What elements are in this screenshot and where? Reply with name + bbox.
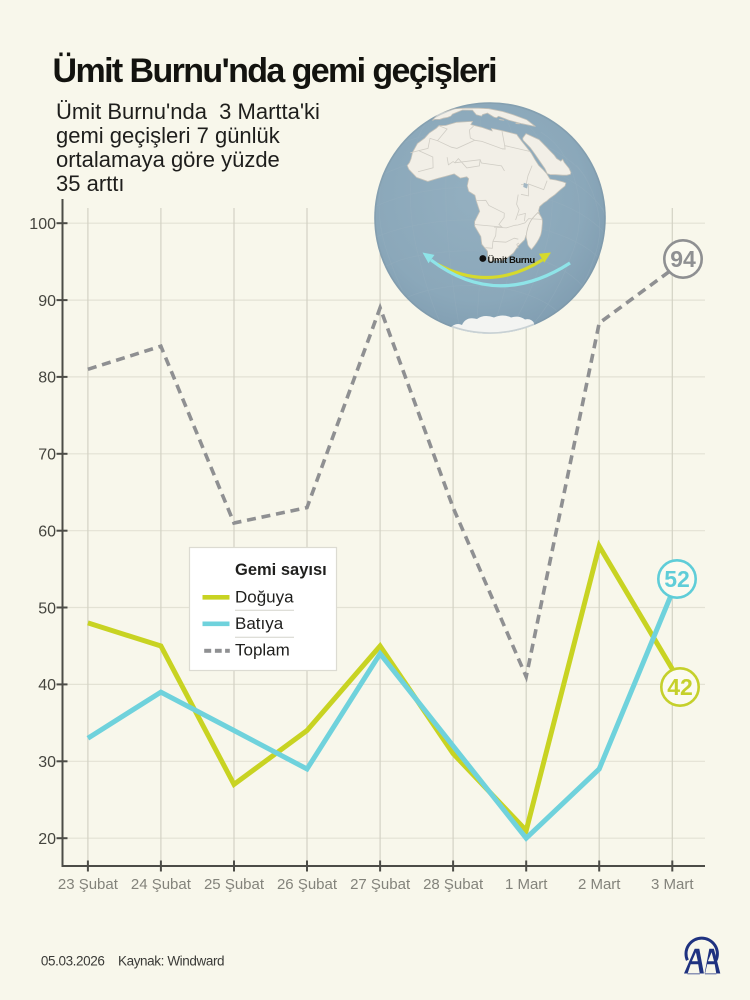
svg-text:27 Şubat: 27 Şubat <box>350 876 411 893</box>
svg-text:Ümit Burnu: Ümit Burnu <box>488 255 536 266</box>
svg-text:80: 80 <box>38 370 56 387</box>
svg-text:Batıya: Batıya <box>235 614 284 633</box>
svg-text:26 Şubat: 26 Şubat <box>277 876 338 893</box>
svg-text:Ümit Burnu'nda gemi geçişleri: Ümit Burnu'nda gemi geçişleri <box>53 52 497 90</box>
svg-text:24 Şubat: 24 Şubat <box>131 876 192 893</box>
svg-text:28 Şubat: 28 Şubat <box>423 876 484 893</box>
svg-text:90: 90 <box>38 293 56 310</box>
svg-text:05.03.2026: 05.03.2026 <box>41 954 105 969</box>
svg-text:94: 94 <box>670 246 696 272</box>
svg-text:Toplam: Toplam <box>235 641 290 660</box>
svg-text:Gemi sayısı: Gemi sayısı <box>235 561 327 579</box>
svg-text:Ümit Burnu'nda 3 Martta'ki: Ümit Burnu'nda 3 Martta'ki <box>56 99 320 124</box>
svg-text:2 Mart: 2 Mart <box>578 876 621 893</box>
svg-text:Kaynak: Windward: Kaynak: Windward <box>118 954 224 969</box>
svg-text:gemi geçişleri 7 günlük: gemi geçişleri 7 günlük <box>56 123 281 148</box>
svg-text:20: 20 <box>38 831 56 848</box>
svg-text:50: 50 <box>38 600 56 617</box>
svg-text:ortalamaya göre yüzde: ortalamaya göre yüzde <box>56 147 280 172</box>
svg-text:Doğuya: Doğuya <box>235 588 294 607</box>
svg-text:1 Mart: 1 Mart <box>505 876 548 893</box>
svg-text:100: 100 <box>29 216 56 233</box>
svg-text:3 Mart: 3 Mart <box>651 876 694 893</box>
svg-text:35 arttı: 35 arttı <box>56 171 124 196</box>
svg-text:25 Şubat: 25 Şubat <box>204 876 265 893</box>
svg-text:23 Şubat: 23 Şubat <box>58 876 119 893</box>
svg-text:30: 30 <box>38 754 56 771</box>
svg-text:40: 40 <box>38 677 56 694</box>
svg-text:42: 42 <box>667 674 693 700</box>
svg-text:60: 60 <box>38 524 56 541</box>
svg-text:52: 52 <box>664 566 690 592</box>
svg-text:70: 70 <box>38 447 56 464</box>
